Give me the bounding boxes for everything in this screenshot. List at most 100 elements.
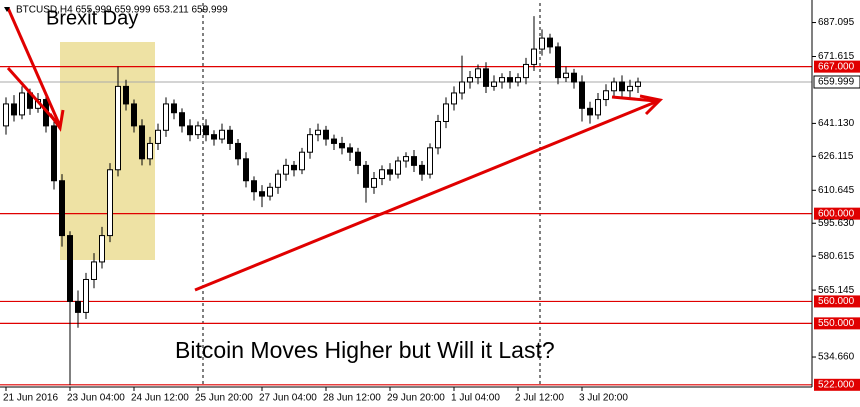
arrow [611,95,657,103]
candle-body [347,147,353,153]
candle-body [507,77,513,83]
candle-body [59,180,65,237]
candle-body [555,46,561,79]
arrow [6,7,62,127]
x-tick-label: 3 Jul 20:00 [579,393,628,404]
candle-body [419,164,425,175]
candle-body [363,164,369,188]
x-tick-label: 28 Jun 12:00 [323,393,381,404]
candle-body [83,278,89,313]
candle-body [595,99,601,116]
x-tick-label: 2 Jul 12:00 [515,393,564,404]
candle-body [75,300,81,313]
menu-arrow [4,7,10,12]
candle-body [179,112,185,127]
candle-body [531,48,537,65]
candle-body [387,169,393,175]
price-tag [813,75,860,89]
candle-body [139,125,145,160]
level-label: 560.000 [818,296,855,307]
y-tick-label: 671.615 [818,51,855,62]
candle-body [19,92,25,116]
header: BTCUSD,H4 655.999 659.999 653.211 659.99… [16,5,228,16]
candle-body [459,81,465,94]
candle-body [379,169,385,180]
candle-body [355,151,361,166]
candle-body [155,129,161,144]
candle-body [611,81,617,92]
y-tick-label: 626.115 [818,151,854,162]
chart-title: Brexit Day [46,7,138,29]
x-tick-label: 29 Jun 20:00 [387,393,445,404]
candle-body [147,142,153,160]
candle-body [275,173,281,188]
candles: 659.999 [0,16,860,385]
candle-body [299,151,305,171]
chart-subtitle: Bitcoin Moves Higher but Will it Last? [175,337,555,363]
candle-body [451,92,457,105]
x-tick-label: 23 Jun 04:00 [67,393,125,404]
candle-body [259,191,265,197]
candle-body [243,158,249,182]
candle-body [251,180,257,193]
arrow [6,67,60,125]
candle-body [67,235,73,302]
x-tick-label: 27 Jun 04:00 [259,393,317,404]
arrows [6,7,664,292]
candle-body [475,68,481,79]
candle-body [267,186,273,197]
level-tag [814,295,860,308]
x-tick-label: 24 Jun 12:00 [131,393,189,404]
candle-body [579,81,585,109]
y-tick-label: 595.630 [818,218,855,229]
x-tick-label: 25 Jun 20:00 [195,393,253,404]
y-tick-label: 534.660 [818,352,855,363]
level-label: 550.000 [818,318,855,329]
candle-body [315,129,321,136]
candle-body [435,120,441,149]
candle-body [3,103,9,127]
level-tag [814,317,860,330]
level-tag [814,207,860,220]
candle-body [91,261,97,280]
candle-body [443,103,449,122]
candle-body [395,160,401,175]
candle-body [307,134,313,153]
candle-body [331,138,337,144]
candle-body [291,164,297,171]
candle-body [627,85,633,92]
candle-body [107,169,113,237]
candle-body [403,156,409,162]
candle-body [115,85,121,171]
candle-body [283,164,289,175]
candle-body [467,77,473,83]
level-label: 600.000 [818,208,855,219]
level-label: 522.000 [818,379,855,390]
candle-body [131,103,137,127]
candle-body [571,72,577,83]
y-tick-label: 580.615 [818,251,855,262]
candle-body [195,125,201,136]
candle-body [635,81,641,87]
candle-body [411,156,417,166]
candle-body [563,72,569,79]
arrow-head [639,94,664,116]
candle-body [187,125,193,136]
levels: 667.000 600.000 560.000 550.000 522.000 [0,60,860,391]
candle-body [587,107,593,116]
candle-body [235,142,241,160]
candle-body [99,235,105,263]
price-label: 659.999 [818,77,855,88]
level-tag [814,378,860,391]
level-tag [814,60,860,73]
candle-body [11,103,17,116]
candle-body [339,142,345,149]
candle-body [227,129,233,144]
candle-body [211,134,217,140]
candle-body [603,90,609,101]
candle-body [427,147,433,175]
candle-body [523,63,529,79]
candle-body [539,37,545,50]
candle-body [171,103,177,114]
